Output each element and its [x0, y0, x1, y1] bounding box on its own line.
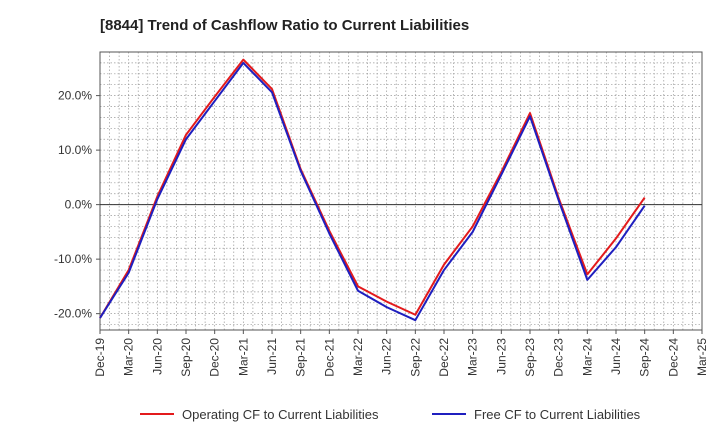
x-tick-label: Jun-21 [265, 338, 279, 375]
y-tick-label: 0.0% [65, 198, 93, 212]
y-axis-ticks: -20.0% -10.0% 0.0% 10.0% 20.0% [54, 89, 100, 321]
x-tick-label: Mar-20 [122, 338, 136, 376]
series-line-operating-cf [99, 58, 646, 319]
series-line-free-cf [99, 61, 646, 322]
x-tick-label: Dec-21 [322, 338, 336, 377]
x-tick-label: Dec-19 [93, 338, 107, 377]
plot-area [99, 51, 703, 331]
x-tick-label: Dec-24 [666, 338, 680, 377]
x-tick-label: Dec-22 [437, 338, 451, 377]
x-tick-label: Jun-23 [494, 338, 508, 375]
y-tick-label: 10.0% [58, 143, 92, 157]
y-tick-label: -20.0% [54, 307, 92, 321]
x-tick-label: Sep-22 [408, 338, 422, 377]
chart-title: [8844] Trend of Cashflow Ratio to Curren… [100, 17, 469, 34]
grid-lines [99, 51, 703, 330]
x-tick-label: Mar-22 [351, 338, 365, 376]
x-tick-label: Mar-24 [580, 338, 594, 376]
x-tick-label: Dec-23 [552, 338, 566, 377]
legend-label-operating-cf: Operating CF to Current Liabilities [182, 407, 379, 422]
x-tick-label: Sep-21 [294, 338, 308, 377]
y-tick-label: -10.0% [54, 252, 92, 266]
legend-label-free-cf: Free CF to Current Liabilities [474, 407, 641, 422]
x-tick-label: Sep-20 [179, 338, 193, 377]
x-tick-label: Jun-22 [380, 338, 394, 375]
x-tick-label: Mar-25 [695, 338, 709, 376]
x-tick-label: Dec-20 [208, 338, 222, 377]
series-lines [99, 58, 646, 322]
x-tick-label: Jun-24 [609, 338, 623, 375]
x-tick-label: Sep-24 [638, 338, 652, 377]
x-tick-label: Jun-20 [150, 338, 164, 375]
y-tick-label: 20.0% [58, 89, 92, 103]
x-tick-label: Sep-23 [523, 338, 537, 377]
x-axis-ticks: Dec-19 Mar-20 Jun-20 Sep-20 Dec-20 Mar-21 Jun-… [93, 330, 709, 377]
x-tick-label: Mar-21 [236, 338, 250, 376]
x-tick-label: Mar-23 [466, 338, 480, 376]
legend: Operating CF to Current Liabilities Free … [140, 407, 641, 422]
